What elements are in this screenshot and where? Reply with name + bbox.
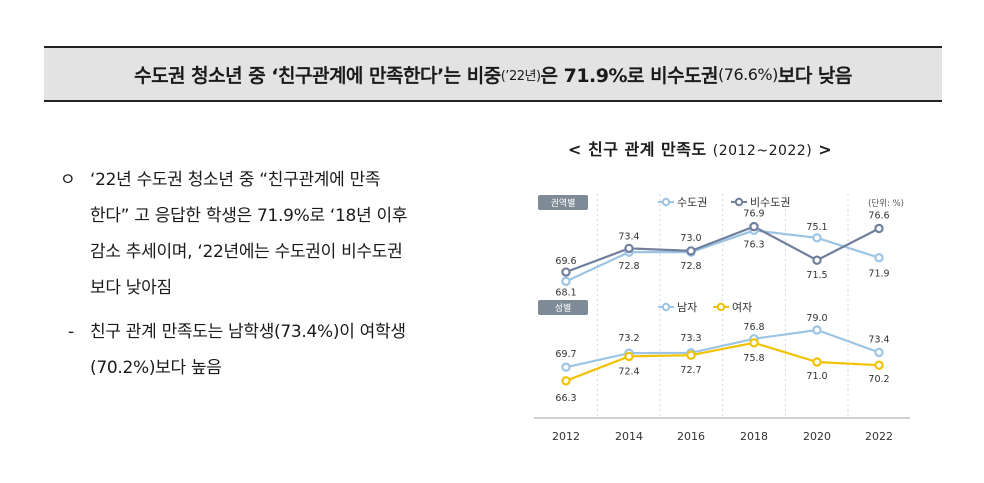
- header-part5: 보다 낮음: [777, 64, 853, 87]
- data-label: 72.8: [680, 261, 701, 272]
- dash-line: 친구 관계 만족도는 남학생(73.4%)이 여학생: [90, 322, 406, 342]
- data-point: [874, 360, 884, 370]
- panel-tag-label: 성별: [555, 303, 572, 314]
- data-point: [874, 253, 884, 263]
- header-part2: (’22년): [500, 68, 541, 84]
- data-label: 68.1: [555, 287, 576, 298]
- header-part4: (76.6%): [718, 64, 778, 84]
- x-tick-label: 2020: [803, 430, 831, 443]
- x-tick-label: 2018: [740, 430, 768, 443]
- header-title: 수도권 청소년 중 ‘친구관계에 만족한다’는 비중 (’22년) 은 71.9%로…: [44, 46, 942, 102]
- bullet-line: 보다 낮아짐: [90, 278, 172, 298]
- data-point: [561, 376, 571, 386]
- data-label: 72.8: [618, 261, 639, 272]
- data-point: [561, 276, 571, 287]
- bullet-paragraph: ㅇ ‘22년 수도권 청소년 중 “친구관계에 만족 한다” 고 응답한 학생은…: [60, 162, 520, 306]
- data-label: 66.3: [555, 393, 576, 404]
- data-label: 75.8: [743, 353, 764, 364]
- data-point: [874, 347, 884, 358]
- chart-title-range: (2012~2022): [712, 143, 813, 159]
- panel-tag-box: [538, 195, 588, 210]
- data-label: 79.0: [806, 313, 827, 324]
- legend-marker: [661, 197, 671, 207]
- data-point: [749, 338, 759, 348]
- legend-marker: [734, 197, 744, 207]
- bullet-line: ‘22년 수도권 청소년 중 “친구관계에 만족: [90, 170, 381, 190]
- x-tick-label: 2022: [865, 430, 893, 443]
- body-text: ㅇ ‘22년 수도권 청소년 중 “친구관계에 만족 한다” 고 응답한 학생은…: [60, 162, 520, 386]
- data-point: [561, 267, 571, 277]
- data-point: [686, 246, 696, 256]
- x-tick-label: 2012: [552, 430, 580, 443]
- header-part3: 은 71.9%로 비수도권: [540, 64, 719, 87]
- data-point: [624, 243, 634, 254]
- data-label: 71.5: [806, 270, 827, 281]
- legend-label: 여자: [732, 301, 752, 314]
- x-tick-label: 2014: [615, 430, 643, 443]
- data-label: 69.6: [555, 256, 576, 267]
- legend-marker: [716, 302, 726, 312]
- legend-label: 비수도권: [750, 196, 790, 209]
- data-label: 72.7: [680, 365, 701, 376]
- data-label: 76.3: [743, 239, 764, 250]
- data-point: [874, 223, 884, 234]
- data-point: [749, 221, 759, 232]
- data-label: 75.1: [806, 222, 827, 233]
- data-label: 76.6: [868, 210, 889, 221]
- dash-line: (70.2%)보다 높음: [90, 358, 222, 378]
- panel-tag-label: 권역별: [551, 197, 576, 209]
- series-line: [565, 341, 880, 382]
- data-label: 73.4: [868, 334, 889, 345]
- panel-tag-box: [538, 300, 588, 315]
- header-part1: 수도권 청소년 중 ‘친구관계에 만족한다’는 비중: [134, 64, 501, 87]
- dash-paragraph: - 친구 관계 만족도는 남학생(73.4%)이 여학생 (70.2%)보다 높…: [60, 314, 520, 386]
- data-label: 73.4: [618, 231, 639, 242]
- data-point: [812, 255, 822, 265]
- data-label: 73.0: [680, 233, 701, 244]
- data-point: [561, 362, 571, 372]
- bullet-line: 감소 추세이며, ‘22년에는 수도권이 비수도권: [90, 242, 403, 262]
- data-point: [812, 325, 822, 335]
- series-line: [565, 229, 880, 283]
- satisfaction-chart: 권역별 수도권 비수도권 68.1 72.8 72.8 76.3 75.1 71.9 69.6 73…: [534, 194, 910, 443]
- data-label: 69.7: [555, 349, 576, 360]
- chart-title-close: >: [818, 140, 833, 159]
- series-line: [565, 328, 880, 369]
- data-label: 71.0: [806, 371, 827, 382]
- data-label: 73.3: [680, 333, 701, 344]
- series-line: [565, 225, 880, 274]
- data-point: [812, 233, 822, 243]
- x-tick-label: 2016: [677, 430, 705, 443]
- data-label: 76.9: [743, 209, 764, 220]
- bullet-line: 한다” 고 응답한 학생은 71.9%로 ‘18년 이후: [90, 206, 408, 226]
- data-label: 70.2: [868, 374, 889, 385]
- data-point: [686, 350, 696, 360]
- data-label: 73.2: [618, 333, 639, 344]
- data-point: [812, 357, 822, 367]
- chart-title-main: < 친구 관계 만족도: [568, 140, 707, 159]
- data-point: [624, 351, 634, 362]
- chart-title: < 친구 관계 만족도 (2012~2022) >: [568, 136, 868, 160]
- data-label: 71.9: [868, 269, 889, 280]
- dash-bullet-icon: -: [68, 322, 74, 342]
- legend-label: 수도권: [677, 196, 707, 209]
- circle-bullet-icon: ㅇ: [60, 170, 76, 190]
- legend-label: 남자: [677, 301, 697, 314]
- data-label: 76.8: [743, 322, 764, 333]
- unit-label: (단위: %): [868, 198, 904, 209]
- data-label: 72.4: [618, 366, 639, 377]
- legend-marker: [661, 302, 671, 312]
